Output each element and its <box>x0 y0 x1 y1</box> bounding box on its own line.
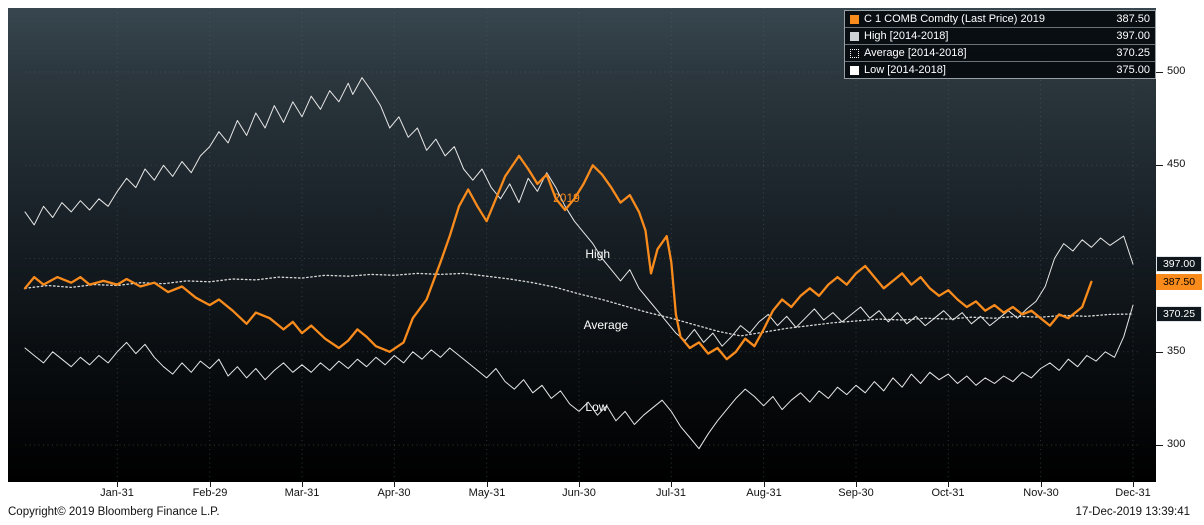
x-axis-tick <box>1041 482 1042 487</box>
x-axis-tick <box>948 482 949 487</box>
last-price-badge: 387.50 <box>1156 274 1202 290</box>
x-axis-tick <box>764 482 765 487</box>
series-line-high <box>24 77 1134 347</box>
y-axis-tick <box>1156 72 1163 73</box>
x-axis-label: Dec-31 <box>1115 487 1151 499</box>
x-axis-label: Jun-30 <box>562 487 596 499</box>
legend-row[interactable]: Average [2014-2018] 370.25 <box>845 44 1155 61</box>
legend-row[interactable]: Low [2014-2018] 375.00 <box>845 61 1155 78</box>
legend-value: 387.50 <box>1116 13 1150 25</box>
legend-value: 370.25 <box>1116 47 1150 59</box>
legend-swatch-icon <box>850 65 859 75</box>
annotation-2019: 2019 <box>553 191 580 205</box>
legend-row[interactable]: C 1 COMB Comdty (Last Price) 2019 387.50 <box>845 11 1155 27</box>
x-axis-label: Apr-30 <box>377 487 411 499</box>
x-axis-label: Jul-31 <box>656 487 686 499</box>
y-axis-label: 500 <box>1167 65 1186 77</box>
annotation-low: Low <box>585 400 607 414</box>
x-axis-label: Nov-30 <box>1023 487 1059 499</box>
x-axis-label: Feb-29 <box>192 487 228 499</box>
legend-swatch-icon <box>850 14 859 24</box>
series-line-2019 <box>23 154 1093 361</box>
legend-label: High [2014-2018] <box>864 30 949 42</box>
chart-canvas[interactable]: 2019 High Average Low <box>8 8 1156 482</box>
series-line-low <box>24 304 1134 450</box>
legend-swatch-icon <box>850 48 859 58</box>
legend-label: Low [2014-2018] <box>864 64 946 76</box>
x-axis-tick <box>210 482 211 487</box>
legend-label: Average [2014-2018] <box>864 47 967 59</box>
x-axis-label: Sep-30 <box>838 487 874 499</box>
legend-label: C 1 COMB Comdty (Last Price) 2019 <box>864 13 1045 25</box>
footer: Copyright© 2019 Bloomberg Finance L.P. 1… <box>0 504 1204 525</box>
x-axis-tick <box>579 482 580 487</box>
y-axis-tick <box>1156 445 1163 446</box>
y-axis-tick <box>1156 165 1163 166</box>
annotation-high: High <box>585 247 610 261</box>
x-axis-label: Mar-31 <box>284 487 320 499</box>
x-axis-tick <box>1133 482 1134 487</box>
x-axis-tick <box>856 482 857 487</box>
legend-swatch-icon <box>850 31 859 41</box>
x-axis-label: Aug-31 <box>746 487 782 499</box>
last-price-badge: 397.00 <box>1156 256 1202 272</box>
x-axis-tick <box>117 482 118 487</box>
x-axis-tick <box>394 482 395 487</box>
y-axis-label: 450 <box>1167 158 1186 170</box>
legend-panel: C 1 COMB Comdty (Last Price) 2019 387.50 H… <box>844 10 1156 79</box>
series-line-average <box>24 272 1134 337</box>
x-axis-tick <box>302 482 303 487</box>
x-axis-tick <box>487 482 488 487</box>
legend-value: 397.00 <box>1116 30 1150 42</box>
timestamp-text: 17-Dec-2019 13:39:41 <box>1075 506 1190 518</box>
legend-row[interactable]: High [2014-2018] 397.00 <box>845 27 1155 44</box>
legend-value: 375.00 <box>1116 64 1150 76</box>
chart-plot-area[interactable]: 2019 High Average Low C 1 COMB Comdty (Last… <box>8 8 1156 482</box>
x-axis: Jan-31 Feb-29 Mar-31 Apr-30 May-31 Jun-30 Jul-… <box>0 482 1204 502</box>
x-axis-label: May-31 <box>468 487 506 499</box>
copyright-text: Copyright© 2019 Bloomberg Finance L.P. <box>8 506 220 518</box>
y-axis-tick <box>1156 352 1163 353</box>
last-price-badge: 370.25 <box>1156 306 1202 322</box>
annotation-average: Average <box>584 318 629 332</box>
x-axis-label: Jan-31 <box>100 487 134 499</box>
x-axis-tick <box>671 482 672 487</box>
y-axis-label: 350 <box>1167 345 1186 357</box>
y-axis-label: 300 <box>1167 438 1186 450</box>
y-axis: 500 450 350 300 397.00 387.50 370.25 <box>1156 0 1204 502</box>
x-axis-label: Oct-31 <box>931 487 965 499</box>
